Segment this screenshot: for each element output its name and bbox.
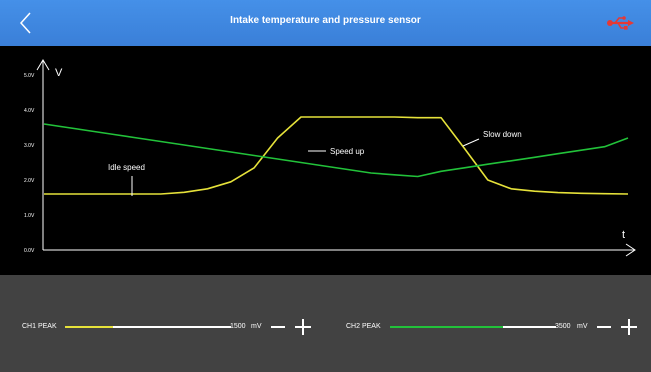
ch1-peak-label: CH1 PEAK (22, 323, 57, 330)
annotation-slow-down: Slow down (483, 130, 522, 139)
ch2-series-line (43, 123, 629, 178)
app-header: Intake temperature and pressure sensor (0, 0, 651, 46)
ch2-minus-button[interactable] (596, 319, 612, 335)
y-tick-label: 2.0V (24, 178, 35, 184)
ch1-slider-filled[interactable] (65, 326, 113, 328)
ch1-peak-value: 1500 (230, 323, 246, 330)
x-axis-label: t (622, 229, 625, 241)
usb-icon (607, 16, 634, 30)
ch2-peak-label: CH2 PEAK (346, 323, 381, 330)
y-axis-arrow (36, 59, 50, 71)
ch2-peak-value: 3500 (555, 323, 571, 330)
annotation-slow-down-arrow (462, 138, 480, 147)
y-axis-label: V (55, 67, 63, 79)
control-panel (0, 275, 651, 372)
ch1-unit: mV (251, 323, 262, 330)
chevron-left-icon[interactable] (14, 9, 38, 37)
y-tick-label: 0.0V (24, 248, 35, 254)
ch1-plus-button[interactable] (294, 318, 312, 336)
y-tick-label: 3.0V (24, 143, 35, 149)
ch2-plus-button[interactable] (620, 318, 638, 336)
ch2-slider-track[interactable] (503, 326, 556, 328)
x-axis-arrow (625, 243, 636, 257)
ch1-series-line (44, 116, 629, 195)
ch1-minus-button[interactable] (270, 319, 286, 335)
waveform-chart: Vt 0.0V 1.0V 2.0V 3.0V 4.0V 5.0V Idle speed Spee… (24, 59, 636, 257)
y-tick-label: 5.0V (24, 73, 35, 79)
y-tick-label: 1.0V (24, 213, 35, 219)
ch2-unit: mV (577, 323, 588, 330)
y-tick-label: 4.0V (24, 108, 35, 114)
page-title: Intake temperature and pressure sensor (230, 15, 421, 26)
ch2-slider-filled[interactable] (390, 326, 503, 328)
annotation-speed-up: Speed up (330, 147, 365, 156)
ch1-slider-track[interactable] (113, 326, 231, 328)
annotation-idle-speed: Idle speed (108, 163, 145, 172)
